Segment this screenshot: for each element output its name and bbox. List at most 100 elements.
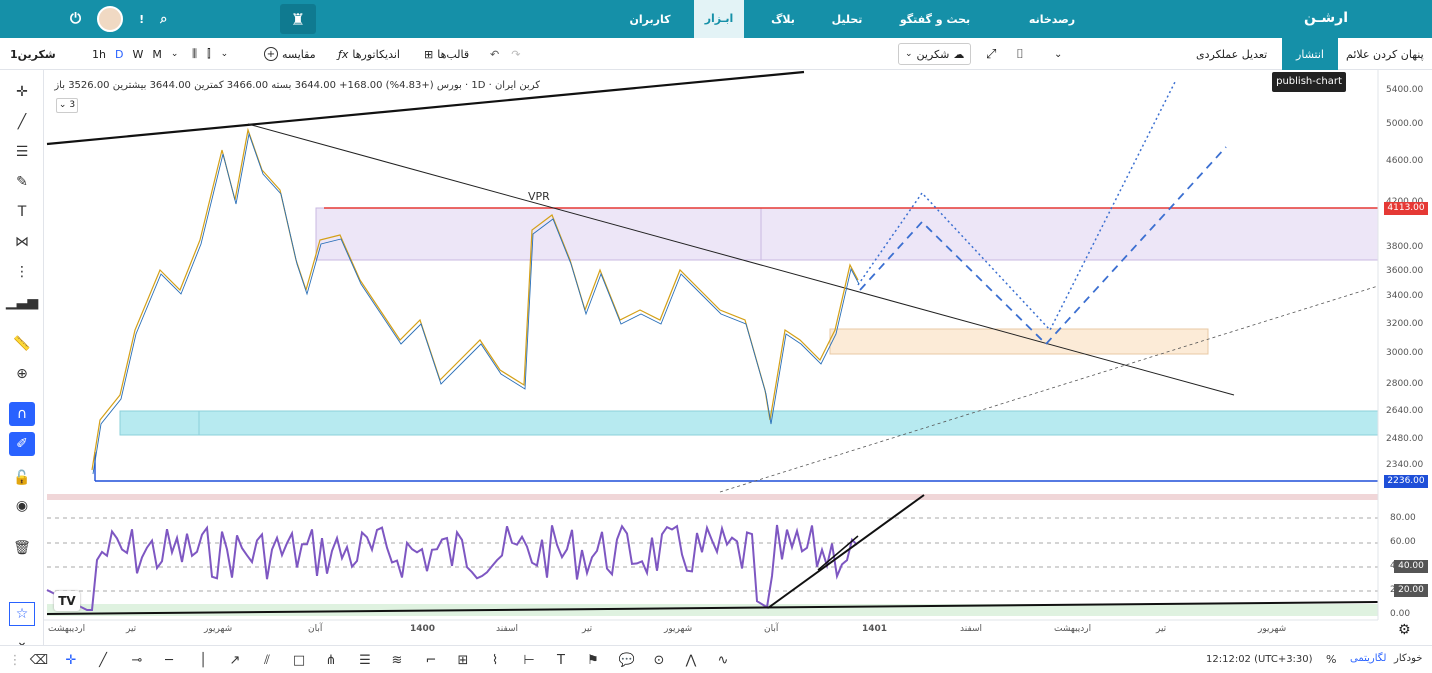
- nav-analysis[interactable]: تحلیل: [831, 12, 863, 26]
- redo-icon[interactable]: ↷: [511, 47, 521, 61]
- publish-button[interactable]: انتشار: [1282, 38, 1338, 70]
- flag-icon[interactable]: ⚑: [587, 652, 599, 668]
- rsi-series[interactable]: [46, 524, 858, 611]
- nav-observatory[interactable]: رصدخانه: [1028, 12, 1076, 26]
- nav-users[interactable]: کاربران: [629, 12, 671, 26]
- settings-icon[interactable]: ⚙: [1398, 622, 1411, 638]
- trendline-icon[interactable]: ╱: [17, 114, 27, 130]
- comment-icon[interactable]: 💬: [618, 652, 636, 668]
- rsi-tick-label: 60.00: [1390, 537, 1416, 547]
- rsi-trendline[interactable]: [767, 494, 925, 609]
- lock-drawing-icon[interactable]: ✐: [9, 432, 35, 456]
- power-icon[interactable]: ⏻: [70, 11, 82, 27]
- resistance-zone[interactable]: [315, 207, 1379, 261]
- nav-tools[interactable]: ابـزار: [694, 0, 744, 38]
- bar-style-icon[interactable]: ⫿: [207, 47, 211, 60]
- symbol-selector[interactable]: ⌄ شکرین ☁: [898, 43, 972, 65]
- ruler-icon[interactable]: 📏: [13, 336, 31, 352]
- projection-dashed[interactable]: [859, 146, 1227, 346]
- chevron-down-icon[interactable]: ⌄: [16, 634, 28, 650]
- hide-marks-button[interactable]: پنهان کردن علائم: [1346, 47, 1424, 61]
- gann-box-icon[interactable]: ⊞: [457, 652, 469, 668]
- chart-legend[interactable]: کربن ایران · 1D · بورس (+4.83%) 168.00+ …: [54, 80, 540, 91]
- chevron-down-icon[interactable]: ⌄: [220, 49, 229, 59]
- parallel-channel-icon[interactable]: ⫽: [264, 652, 270, 668]
- camera-icon[interactable]: ⌷: [1016, 46, 1024, 62]
- support-zone[interactable]: [119, 410, 1379, 436]
- date-range-icon[interactable]: ⊢: [523, 652, 535, 668]
- price-axis[interactable]: 5400.005000.004600.004200.003800.003600.…: [1378, 70, 1432, 620]
- ascending-dashed-line[interactable]: [719, 285, 1379, 493]
- curve-icon[interactable]: ∿: [717, 652, 729, 668]
- crosshair-icon[interactable]: ✛: [16, 84, 28, 100]
- interval-m[interactable]: M: [152, 47, 162, 61]
- callout-icon[interactable]: ⌐: [425, 652, 437, 668]
- fib-fan-icon[interactable]: ≋: [391, 652, 403, 668]
- zigzag-icon[interactable]: ⋀: [685, 652, 697, 668]
- interval-w[interactable]: W: [132, 47, 144, 61]
- trash-icon[interactable]: 🗑: [13, 540, 31, 556]
- adjust-button[interactable]: تعدیل عملکردی: [1196, 47, 1268, 61]
- horizontal-line-icon[interactable]: ─: [165, 652, 173, 668]
- chevron-down-icon[interactable]: ⌄: [1054, 48, 1063, 60]
- nav-discussion[interactable]: بحث و گفتگو: [899, 12, 971, 26]
- compare-button[interactable]: + مقایسه: [264, 38, 316, 70]
- legend-collapse-button[interactable]: ⌄ 3: [56, 98, 78, 113]
- trendline-icon[interactable]: ╱: [99, 652, 107, 668]
- brand-logo[interactable]: ارشـن: [1304, 10, 1348, 26]
- text-tool-icon[interactable]: T: [557, 652, 565, 668]
- log-toggle[interactable]: لگاریتمی: [1350, 653, 1387, 664]
- pin-icon[interactable]: ⊙: [653, 652, 665, 668]
- auto-toggle[interactable]: خودکار: [1394, 653, 1423, 664]
- alert-icon[interactable]: !: [139, 12, 145, 26]
- top-trendline[interactable]: [46, 70, 805, 146]
- vertical-line-icon[interactable]: │: [199, 652, 207, 668]
- fullscreen-icon[interactable]: ⤢: [986, 46, 997, 62]
- eye-icon[interactable]: ◉: [15, 498, 29, 514]
- templates-button[interactable]: ⊞ قالب‌ها: [424, 38, 469, 70]
- rsi-divergence-line[interactable]: [817, 535, 859, 571]
- pitchfork-icon[interactable]: ⋔: [325, 652, 337, 668]
- indicators-button[interactable]: ƒx اندیکاتورها: [338, 38, 400, 70]
- text-icon[interactable]: T: [17, 204, 27, 220]
- percent-toggle[interactable]: %: [1326, 653, 1337, 666]
- undo-redo: ↶ ↷: [490, 38, 520, 70]
- interval-1h[interactable]: 1h: [92, 47, 106, 61]
- rectangle-icon[interactable]: □: [292, 652, 306, 668]
- search-icon[interactable]: ⌕: [160, 11, 168, 27]
- crosshair-icon[interactable]: ✛: [65, 652, 77, 668]
- pattern-icon[interactable]: ⋈: [15, 234, 29, 250]
- tool-logo-icon[interactable]: ♜: [280, 4, 316, 34]
- fib-retracement-icon[interactable]: ☰: [359, 652, 371, 668]
- time-axis[interactable]: اردیبهشت تیر شهریور آبان 1400 اسفند تیر شهریور آ…: [44, 620, 1378, 642]
- magnet-icon[interactable]: ∩: [9, 402, 35, 426]
- tradingview-logo[interactable]: TV: [54, 591, 80, 611]
- interval-d[interactable]: D: [114, 47, 124, 61]
- lock-icon[interactable]: 🔓: [13, 470, 31, 486]
- chart-name[interactable]: شکرین1: [10, 47, 56, 61]
- star-icon[interactable]: ☆: [9, 602, 35, 626]
- projection-icon[interactable]: ⋮: [15, 264, 29, 280]
- projection-dotted[interactable]: [857, 79, 1177, 332]
- ray-icon[interactable]: ⊸: [131, 652, 143, 668]
- chevron-down-icon[interactable]: ⌄: [170, 49, 179, 59]
- rsi-badge: 40.00: [1394, 560, 1428, 573]
- clock-readout[interactable]: 12:12:02 (UTC+3:30): [1206, 654, 1313, 665]
- undo-icon[interactable]: ↶: [490, 47, 500, 61]
- fib-icon[interactable]: ☰: [15, 144, 29, 160]
- path-icon[interactable]: ⌇: [491, 652, 499, 668]
- nav-blog[interactable]: بلاگ: [771, 12, 795, 26]
- time-tick-label: شهریور: [204, 624, 233, 634]
- zoom-in-icon[interactable]: ⊕: [16, 366, 28, 382]
- descending-trendline[interactable]: [247, 123, 1235, 396]
- drag-handle-icon[interactable]: ⋮: [8, 652, 22, 668]
- demand-zone[interactable]: [829, 328, 1209, 355]
- volume-icon[interactable]: ▁▃▅: [5, 294, 39, 310]
- avatar[interactable]: [97, 6, 124, 32]
- brush-icon[interactable]: ✎: [16, 174, 28, 190]
- eraser-icon[interactable]: ⌫: [29, 652, 49, 668]
- arrow-line-icon[interactable]: ↗: [229, 652, 241, 668]
- candles-icon[interactable]: ⫼: [192, 47, 198, 60]
- rsi-support-line[interactable]: [46, 601, 1379, 615]
